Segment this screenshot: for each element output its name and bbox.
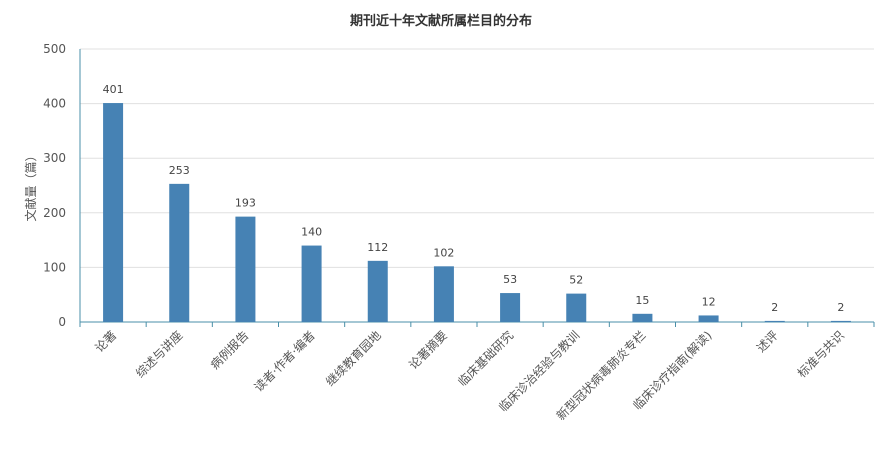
bar — [566, 293, 587, 322]
data-label: 15 — [635, 294, 649, 307]
category-label: 读者·作者·编者 — [251, 328, 318, 395]
category-label: 综述与讲座 — [132, 328, 185, 381]
data-label: 2 — [771, 301, 778, 314]
bar — [500, 293, 521, 322]
bar — [830, 320, 851, 322]
bar — [632, 313, 653, 322]
y-tick-label: 200 — [43, 206, 66, 220]
bar — [367, 260, 388, 322]
category-label: 述评 — [754, 328, 781, 355]
y-tick-label: 0 — [58, 315, 66, 329]
bar — [301, 245, 322, 322]
bar — [764, 320, 785, 322]
bar — [433, 266, 454, 322]
y-tick-label: 400 — [43, 97, 66, 111]
y-tick-label: 300 — [43, 151, 66, 165]
data-label: 52 — [569, 274, 583, 287]
bar — [235, 216, 256, 322]
y-tick-label: 500 — [43, 42, 66, 56]
bar — [698, 315, 719, 322]
chart-title: 期刊近十年文献所属栏目的分布 — [349, 14, 532, 29]
data-label: 102 — [433, 246, 454, 259]
bar — [169, 183, 190, 322]
data-label: 140 — [301, 226, 322, 239]
bar — [103, 103, 124, 322]
category-label: 病例报告 — [207, 328, 252, 373]
data-label: 112 — [367, 241, 388, 254]
data-label: 2 — [837, 301, 844, 314]
data-label: 53 — [503, 273, 517, 286]
category-label: 临床基础研究 — [455, 328, 517, 390]
category-label: 继续教育园地 — [322, 328, 384, 390]
data-label: 193 — [235, 197, 256, 210]
data-label: 401 — [103, 83, 124, 96]
y-tick-label: 100 — [43, 260, 66, 274]
category-label: 论著摘要 — [405, 328, 450, 373]
category-label: 标准与共识 — [795, 328, 847, 380]
category-label: 论著 — [92, 328, 119, 355]
y-axis-title: 文献量（篇） — [23, 149, 38, 221]
data-label: 12 — [702, 295, 716, 308]
data-label: 253 — [169, 164, 190, 177]
